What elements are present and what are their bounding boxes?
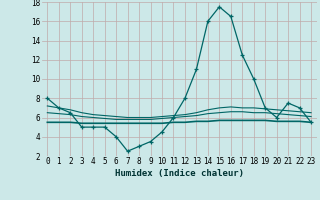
X-axis label: Humidex (Indice chaleur): Humidex (Indice chaleur) — [115, 169, 244, 178]
